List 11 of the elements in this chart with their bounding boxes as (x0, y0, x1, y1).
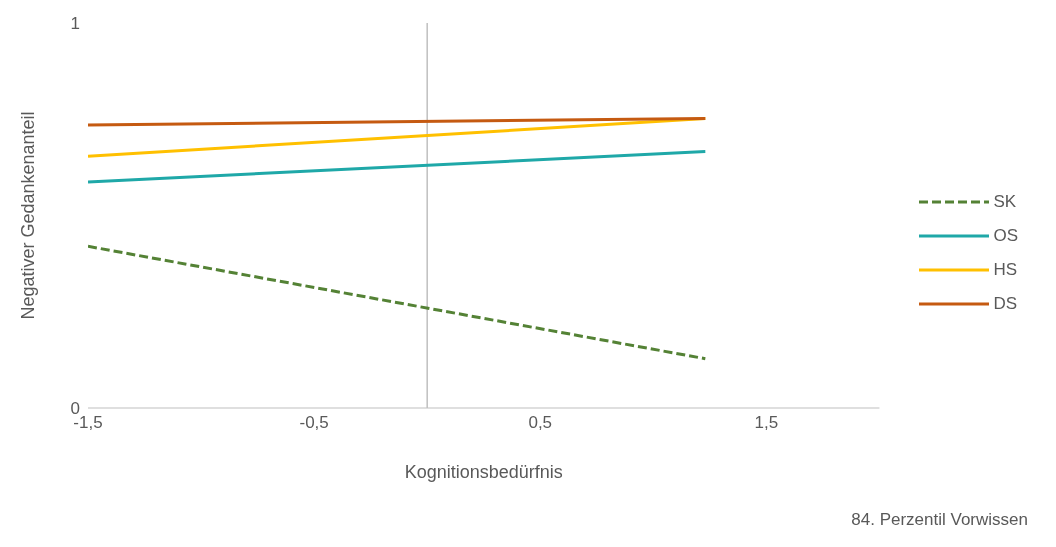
text: 84. Perzentil Vorwissen (851, 510, 1028, 530)
legend-label: SK (993, 192, 1017, 212)
x-tick-label: -0,5 (299, 413, 329, 433)
x-tick-label: 0,5 (528, 413, 553, 433)
legend-label: DS (993, 294, 1018, 314)
y-tick-label: 1 (70, 14, 80, 34)
legend-label: OS (993, 226, 1018, 246)
x-tick-label: 1,5 (754, 413, 779, 433)
legend-label: HS (993, 260, 1018, 280)
y-axis-title: Negativer Gedankenanteil (18, 111, 39, 320)
x-axis-title: Kognitionsbedürfnis (404, 462, 563, 482)
